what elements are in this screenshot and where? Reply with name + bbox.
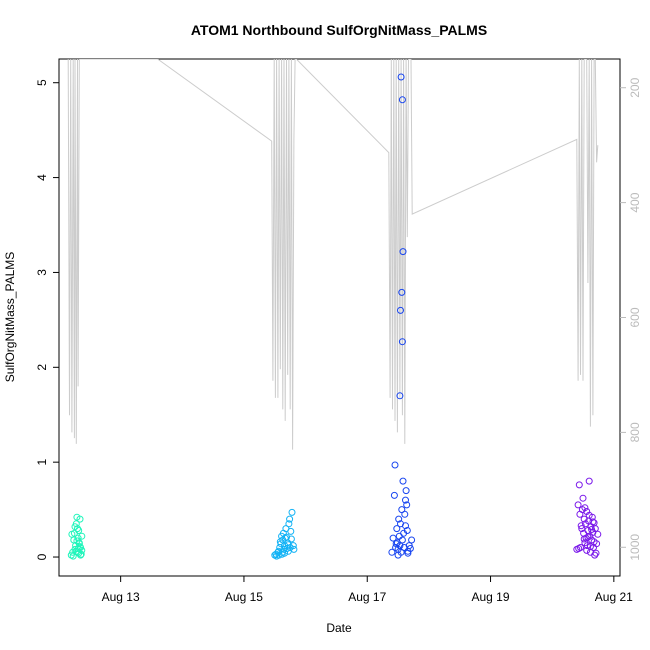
data-point-series-3 [389,534,397,542]
y-tick-label: 3 [35,269,49,276]
data-point-series-4 [575,481,583,489]
data-point-series-3 [398,536,406,544]
data-point-series-4 [594,530,602,538]
data-point-series-2 [288,508,296,516]
data-point-series-2 [287,535,295,543]
secondary-y-tick-label: 1000 [628,534,642,561]
data-point-series-4 [583,542,591,550]
data-point-series-2 [276,538,284,546]
data-point-series-3 [399,477,407,485]
y-tick-label: 5 [35,79,49,86]
data-point-series-4 [591,551,599,559]
y-tick-label: 4 [35,174,49,181]
data-point-series-3 [404,549,412,557]
secondary-y-axis: 200 400 600 800 1000 [620,77,642,561]
data-point-series-2 [275,547,282,555]
data-point-series-3 [398,288,406,296]
data-point-series-1 [74,545,82,552]
data-point-series-2 [284,541,292,549]
data-point-series-1 [68,530,76,538]
secondary-y-tick-label: 200 [628,77,642,97]
y-tick-label: 0 [35,553,49,560]
x-tick-label: Aug 17 [348,590,386,604]
data-point-series-1 [71,523,79,531]
data-point-series-1 [75,549,83,557]
data-point-series-3 [397,306,404,314]
data-point-series-3 [402,522,409,530]
data-point-series-2 [287,527,295,535]
data-point-series-4 [585,511,593,519]
data-point-series-1 [77,551,85,559]
chart-title: ATOM1 Northbound SulfOrgNitMass_PALMS [191,22,487,38]
x-tick-label: Aug 15 [225,590,263,604]
data-point-series-3 [408,536,416,544]
data-point-series-4 [574,501,582,509]
data-point-series-4 [586,543,594,551]
data-point-series-3 [403,527,411,534]
data-point-series-3 [402,487,410,495]
data-point-series-1 [69,552,77,560]
y-tick-label: 1 [35,459,49,466]
x-tick-label: Aug 21 [595,590,633,604]
data-point-series-3 [396,392,404,400]
secondary-y-tick-label: 600 [628,307,642,327]
data-point-series-3 [398,338,406,346]
plot-frame [58,58,621,577]
data-point-series-4 [584,533,592,541]
data-point-series-1 [73,537,81,545]
y-axis-label: SulfOrgNitMass_PALMS [3,252,17,382]
scatter-points [67,73,602,560]
secondary-y-tick-label: 400 [628,192,642,212]
x-tick-label: Aug 19 [472,590,510,604]
data-point-series-2 [286,515,294,523]
data-point-series-3 [397,73,405,81]
data-point-series-4 [579,494,587,502]
data-point-series-4 [581,504,589,512]
data-point-series-4 [588,526,596,533]
data-point-series-4 [592,549,600,557]
data-point-series-3 [398,96,406,104]
data-point-series-3 [402,496,409,504]
data-point-series-3 [391,461,399,469]
data-point-series-4 [575,545,583,552]
data-point-series-1 [78,532,86,540]
data-point-series-4 [591,525,599,533]
data-point-series-1 [76,543,84,551]
data-point-series-3 [390,491,398,499]
data-point-series-3 [395,515,403,523]
data-point-series-3 [396,542,404,550]
secondary-series-line [67,59,599,450]
data-point-series-2 [290,545,298,553]
data-point-series-4 [578,525,586,533]
x-axis: Aug 13 Aug 15 Aug 17 Aug 19 Aug 21 [102,576,633,604]
y-tick-label: 2 [35,364,49,371]
data-point-series-2 [289,542,297,550]
data-point-series-1 [75,527,83,534]
data-point-series-3 [401,510,409,518]
x-tick-label: Aug 13 [102,590,140,604]
data-point-series-3 [403,501,411,509]
data-point-series-1 [76,515,84,523]
data-point-series-4 [585,477,593,485]
x-axis-label: Date [326,621,352,635]
data-point-series-4 [580,515,588,523]
y-axis: 0 1 2 3 4 5 [35,79,59,560]
secondary-series [67,59,599,450]
data-point-series-4 [589,518,597,526]
data-point-series-3 [394,551,402,559]
data-point-series-4 [577,522,585,530]
data-point-series-3 [395,532,403,540]
data-point-series-4 [580,535,588,543]
data-point-series-3 [392,540,400,548]
data-point-series-3 [399,248,407,256]
data-point-series-2 [285,520,293,528]
data-point-series-3 [388,548,396,556]
data-point-series-3 [393,525,401,533]
data-point-series-4 [583,546,591,554]
data-point-series-4 [590,538,598,546]
secondary-y-tick-label: 800 [628,422,642,442]
